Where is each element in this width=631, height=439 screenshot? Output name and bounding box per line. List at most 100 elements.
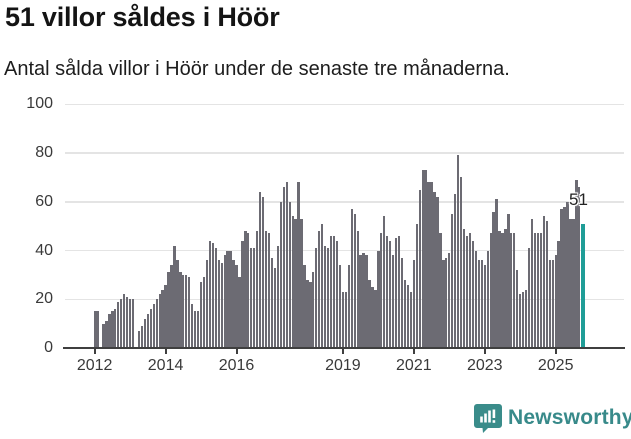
bar	[131, 299, 135, 348]
bar	[267, 233, 271, 348]
bar	[409, 291, 412, 348]
bar	[406, 284, 410, 348]
bar	[442, 260, 445, 348]
bar	[220, 262, 223, 348]
bar	[250, 248, 253, 348]
bar	[306, 279, 309, 348]
bar	[235, 265, 238, 348]
bar	[96, 311, 99, 348]
bar	[374, 289, 377, 348]
bar	[214, 248, 217, 348]
bar	[318, 231, 321, 348]
bar	[303, 265, 306, 348]
bar	[421, 170, 424, 348]
bar	[253, 248, 256, 348]
bar	[193, 311, 197, 348]
brand-name: Newsworthy	[508, 406, 631, 429]
bar	[462, 228, 466, 348]
bar	[554, 255, 557, 348]
bar	[542, 216, 545, 348]
bar	[170, 265, 173, 348]
bar	[430, 182, 433, 348]
bar	[173, 245, 176, 348]
bar	[483, 265, 486, 348]
chart-subtitle: Antal sålda villor i Höör under de senas…	[4, 58, 510, 80]
bar	[191, 304, 194, 348]
x-axis-tick-label: 2014	[147, 357, 184, 374]
x-axis-tick	[412, 349, 415, 354]
bar	[418, 189, 421, 348]
y-gridline	[65, 103, 624, 105]
x-axis-tick-label: 2012	[76, 357, 113, 374]
bar	[102, 323, 105, 348]
bar	[519, 294, 522, 348]
bar	[309, 282, 312, 348]
x-axis-tick	[341, 349, 344, 354]
bar	[436, 196, 439, 348]
bar	[468, 233, 472, 348]
bar	[513, 233, 516, 348]
bar	[459, 177, 463, 348]
bar	[412, 260, 415, 348]
bar	[93, 311, 96, 348]
bar	[551, 260, 554, 348]
bar	[454, 194, 457, 348]
bar	[386, 235, 389, 348]
bar	[353, 213, 356, 348]
y-axis-tick-label: 100	[26, 95, 53, 113]
x-axis-tick-label: 2023	[466, 357, 503, 374]
bar	[533, 233, 537, 348]
bar	[137, 330, 141, 348]
bar	[427, 182, 430, 348]
x-axis-line	[63, 347, 625, 349]
bar	[439, 233, 442, 348]
bar	[276, 245, 280, 348]
bar	[527, 248, 531, 348]
bar	[229, 250, 232, 348]
bar	[297, 182, 300, 348]
bar	[123, 294, 126, 348]
bar	[495, 199, 498, 348]
x-axis-tick	[483, 349, 486, 354]
x-axis-tick-label: 2019	[325, 357, 361, 374]
bar	[498, 231, 501, 348]
bar	[179, 272, 182, 348]
bar	[536, 233, 540, 348]
bar	[326, 248, 330, 348]
bar	[161, 289, 164, 348]
bar	[105, 321, 108, 348]
bar	[548, 260, 551, 348]
bar	[256, 231, 259, 348]
bar	[279, 201, 282, 348]
bar	[108, 313, 111, 348]
bar	[282, 187, 285, 348]
bar	[477, 260, 480, 348]
bar	[492, 211, 495, 348]
y-axis-tick-label: 20	[35, 290, 53, 308]
bar	[217, 260, 220, 348]
bar	[258, 192, 262, 348]
bar	[530, 218, 534, 348]
bar	[205, 260, 209, 348]
bar	[510, 233, 513, 348]
bar	[415, 223, 418, 348]
bar	[158, 294, 161, 348]
bar	[128, 299, 132, 348]
bar	[368, 279, 371, 348]
bar	[569, 218, 572, 348]
bar	[356, 231, 359, 348]
bar	[321, 223, 324, 348]
bar	[522, 291, 525, 348]
x-axis-tick	[93, 349, 96, 354]
bar	[507, 213, 510, 348]
bar	[202, 277, 206, 348]
bar	[400, 257, 404, 348]
bar	[383, 216, 386, 348]
y-gridline	[65, 298, 624, 300]
y-gridline	[65, 201, 624, 203]
bar	[223, 255, 226, 348]
bar	[335, 240, 339, 348]
bar	[324, 245, 327, 348]
bar	[152, 304, 155, 348]
